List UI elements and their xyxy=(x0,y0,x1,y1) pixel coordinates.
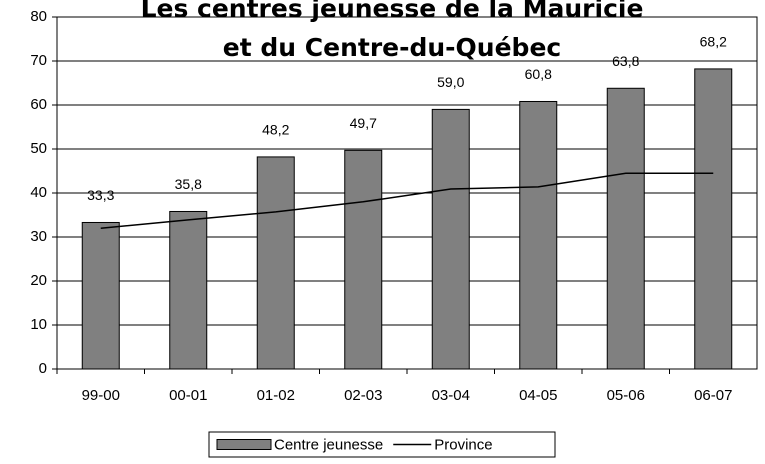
bar xyxy=(344,149,383,370)
x-tick-label: 99-00 xyxy=(82,387,120,404)
x-tick-label: 02-03 xyxy=(344,387,382,404)
data-label: 48,2 xyxy=(262,122,289,138)
bar xyxy=(81,221,120,370)
chart-title: Les centres jeunesse de la Mauricie xyxy=(141,0,644,23)
x-tick-label: 05-06 xyxy=(607,387,645,404)
chart-title: et du Centre-du-Québec xyxy=(223,33,561,62)
y-tick-label: 20 xyxy=(30,272,47,289)
y-tick-label: 60 xyxy=(30,96,47,113)
bar xyxy=(606,87,645,370)
x-tick-label: 06-07 xyxy=(694,387,732,404)
data-label: 33,3 xyxy=(87,187,114,203)
bar xyxy=(519,100,558,370)
bar xyxy=(694,68,733,370)
data-label: 60,8 xyxy=(525,66,552,82)
y-tick-label: 0 xyxy=(39,360,47,377)
line xyxy=(100,172,714,229)
bar xyxy=(431,108,470,370)
x-tick-label: 04-05 xyxy=(519,387,557,404)
data-label: 68,2 xyxy=(700,34,727,50)
x-tick-label: 01-02 xyxy=(257,387,295,404)
y-tick-label: 50 xyxy=(30,140,47,157)
data-label: 49,7 xyxy=(350,115,377,131)
y-tick-label: 80 xyxy=(30,8,47,25)
y-tick-label: 70 xyxy=(30,52,47,69)
x-tick-label: 00-01 xyxy=(169,387,207,404)
data-label: 59,0 xyxy=(437,74,464,90)
legend-label: Province xyxy=(434,436,492,453)
y-tick-label: 10 xyxy=(30,316,47,333)
bar xyxy=(256,156,295,370)
x-tick-label: 03-04 xyxy=(432,387,470,404)
legend-label: Centre jeunesse xyxy=(274,436,383,453)
y-tick-label: 30 xyxy=(30,228,47,245)
legend-swatch xyxy=(216,439,272,450)
data-label: 35,8 xyxy=(175,176,202,192)
data-label: 63,8 xyxy=(612,53,639,69)
y-tick-label: 40 xyxy=(30,184,47,201)
bar xyxy=(169,210,208,370)
